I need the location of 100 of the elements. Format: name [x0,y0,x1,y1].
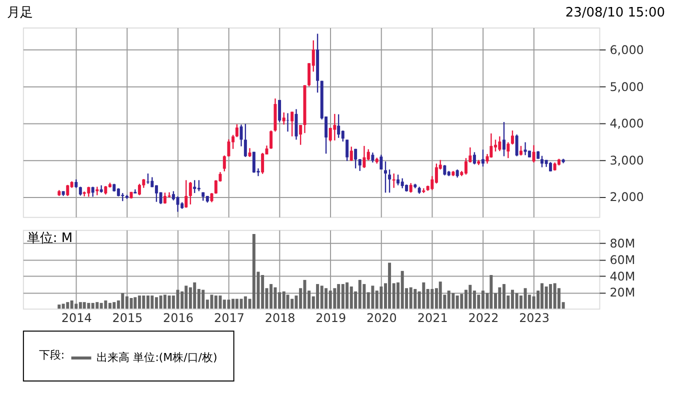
bar [104,300,108,309]
candlestick [392,172,396,188]
candlestick [396,174,400,186]
bar [524,288,527,309]
bar [477,294,480,309]
candlestick [443,164,446,176]
bar [78,302,82,309]
bar [346,282,349,309]
candlestick [548,162,552,172]
bar [62,304,65,309]
bar [176,290,180,309]
candlestick [328,127,332,142]
candlestick [472,152,476,165]
bar [324,288,328,309]
candlestick [333,113,336,142]
bar [409,287,412,309]
candlestick [341,130,344,142]
text: 23/08/10 15:00 [565,6,666,21]
bar [290,298,294,309]
bar [350,286,353,309]
bar [159,296,162,309]
y-tick-label: 6,000 [610,43,644,58]
bar [96,302,99,309]
bar [252,234,256,309]
bar [91,302,94,309]
candlestick [464,157,468,176]
candlestick [532,144,536,164]
bar [286,294,290,309]
candlestick [346,139,349,162]
bar [244,296,247,309]
bar [66,302,70,309]
candlestick [299,124,302,146]
candlestick [481,149,484,168]
bar [333,288,336,309]
candlestick [82,190,86,197]
bar [515,293,518,309]
candlestick [350,146,353,162]
candlestick [278,99,282,123]
candlestick [138,183,141,196]
x-tick-label: 2023 [519,311,550,326]
candlestick [286,112,290,132]
candlestick [519,145,522,156]
bar [430,288,434,309]
y-tick-label: 20M [610,286,636,300]
bar [70,300,74,309]
candlestick [235,124,238,138]
candlestick [184,180,188,208]
candlestick [197,180,200,192]
candlestick [400,178,404,189]
y-tick-label: 5,000 [610,80,644,94]
candlestick [380,154,383,170]
bar [362,284,366,309]
bar [422,282,426,309]
x-tick-label: 2021 [417,311,448,326]
text: 月足 [6,6,33,21]
y-tick-label: 4,000 [610,116,644,131]
bar [108,302,112,309]
candlestick [261,152,264,174]
candlestick [222,154,226,172]
annotation: 単位: M [26,230,73,246]
bar [274,287,277,309]
bar [214,296,218,309]
candlestick [371,152,374,164]
bar [371,286,374,309]
bar [553,283,556,309]
bar [210,294,214,309]
bar [328,290,332,309]
bar [121,293,124,309]
y-tick-label: 60M [610,252,636,267]
bar [100,302,103,309]
bar [456,296,459,309]
bar [447,290,450,309]
bar [193,282,196,309]
candlestick [176,196,180,212]
bar [452,293,455,309]
bar [380,286,383,309]
candlestick [210,192,214,203]
bar [146,296,150,309]
bar [82,302,86,309]
candlestick [388,168,392,194]
bar [468,284,472,309]
bar [134,297,137,309]
y-tick-label: 40M [610,269,636,284]
bar [414,288,417,309]
x-tick-label: 2016 [163,311,194,326]
candlestick [252,151,256,174]
bar [490,275,493,309]
candlestick [188,181,192,206]
candlestick [227,138,230,158]
x-tick-label: 2019 [316,311,346,326]
bar [544,286,548,309]
y-tick-label: 2,000 [610,190,644,204]
candlestick [244,123,247,158]
bar [282,291,286,309]
bar [337,284,340,309]
bar [222,300,226,309]
x-tick-label: 2022 [468,311,499,326]
bar [235,298,238,309]
bar [168,296,171,309]
bar [316,284,320,309]
